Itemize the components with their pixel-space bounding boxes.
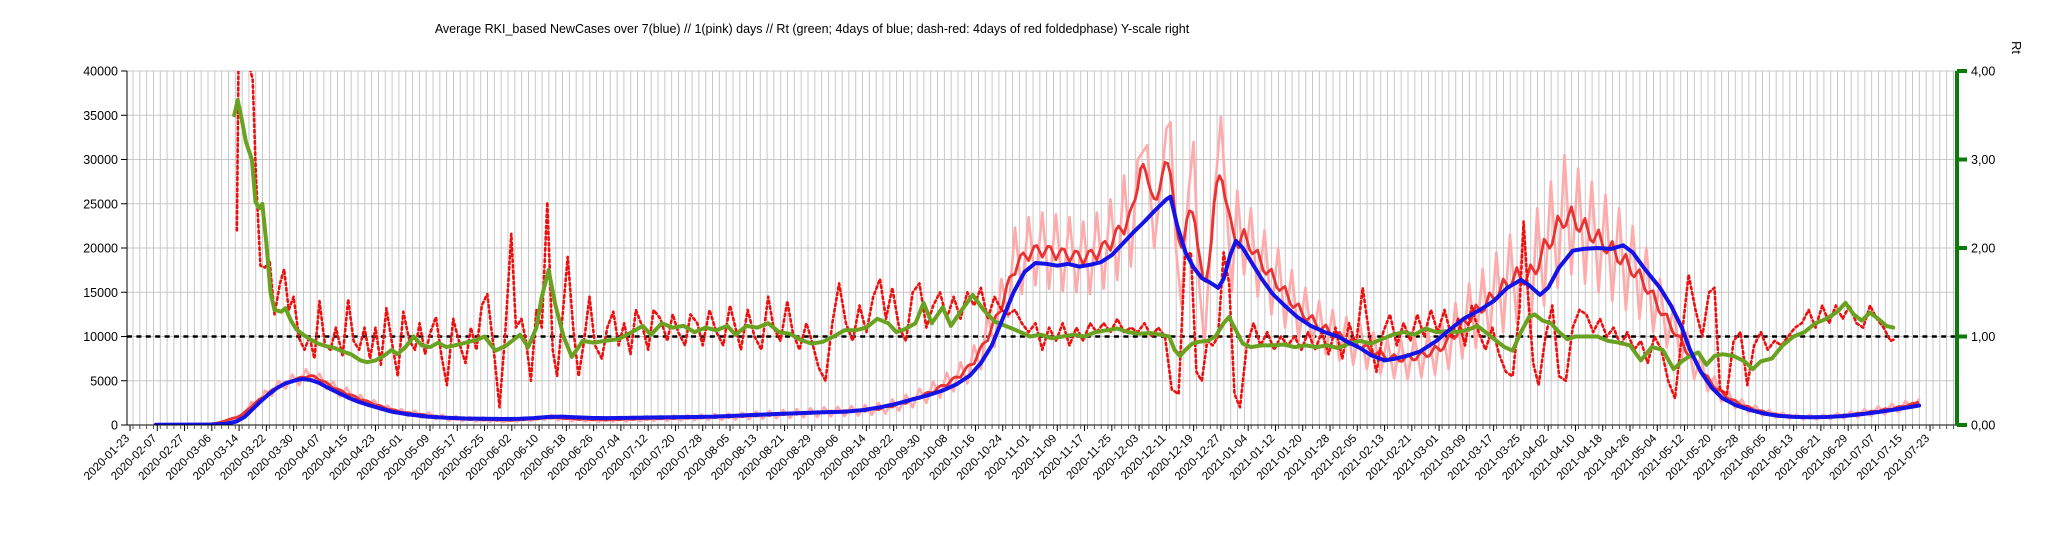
right-axis-tick-label: 4,00 — [1971, 65, 1995, 79]
left-axis-tick-label: 40000 — [83, 65, 118, 79]
left-axis-tick-label: 35000 — [83, 109, 118, 123]
series-newcases-7day-blue — [153, 194, 1922, 425]
right-axis-title: Rt — [2009, 41, 2024, 54]
series-rt-green — [232, 98, 1896, 372]
right-axis-tick-label: 1,00 — [1971, 330, 1995, 344]
left-axis-tick-label: 30000 — [83, 153, 118, 167]
right-axis-tick-label: 0,00 — [1971, 419, 1995, 433]
series-newcases-1day-pink — [154, 115, 1921, 425]
left-axis-tick-label: 15000 — [83, 286, 118, 300]
chart-title: Average RKI_based NewCases over 7(blue) … — [434, 22, 1190, 36]
series-rt-red-dashed — [235, 71, 1896, 409]
left-axis-tick-label: 5000 — [90, 374, 118, 388]
x-axis-minor-ticks — [132, 425, 1954, 429]
left-axis-tick-label: 0 — [111, 419, 118, 433]
left-axis-tick-label: 10000 — [83, 330, 118, 344]
right-axis-tick-label: 2,00 — [1971, 242, 1995, 256]
left-axis-tick-label: 20000 — [83, 242, 118, 256]
right-axis-tick-label: 3,00 — [1971, 153, 1995, 167]
left-axis-tick-label: 25000 — [83, 197, 118, 211]
